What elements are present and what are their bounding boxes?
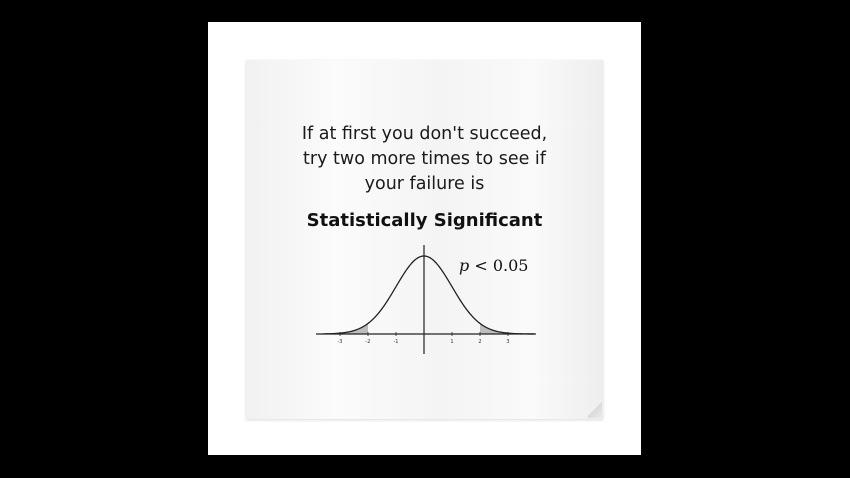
x-tick-label: 1 <box>450 339 453 345</box>
shaded-tail-1 <box>323 323 368 334</box>
page-curl <box>588 400 602 418</box>
bell-curve <box>323 255 536 335</box>
x-tick-label: -3 <box>338 339 343 345</box>
x-tick-label: -2 <box>366 339 371 345</box>
p-threshold: < 0.05 <box>469 256 529 275</box>
quote-line-1: If at first you don't succeed, <box>301 124 548 144</box>
normal-distribution-chart: -3 -2 -1 1 2 3 <box>316 245 536 354</box>
poster: If at first you don't succeed, try two m… <box>246 60 603 419</box>
x-tick-label: 2 <box>478 339 481 345</box>
p-symbol: p <box>459 256 470 275</box>
quote-line-3: your failure is <box>364 174 485 194</box>
poster-headline: Statistically Significant <box>306 210 543 231</box>
p-value-label: p < 0.05 <box>459 256 528 275</box>
shaded-tail-2 <box>480 323 536 334</box>
x-tick-label: -1 <box>394 339 399 345</box>
quote-line-2: try two more times to see if <box>303 149 546 169</box>
x-tick-label: 3 <box>506 339 509 345</box>
